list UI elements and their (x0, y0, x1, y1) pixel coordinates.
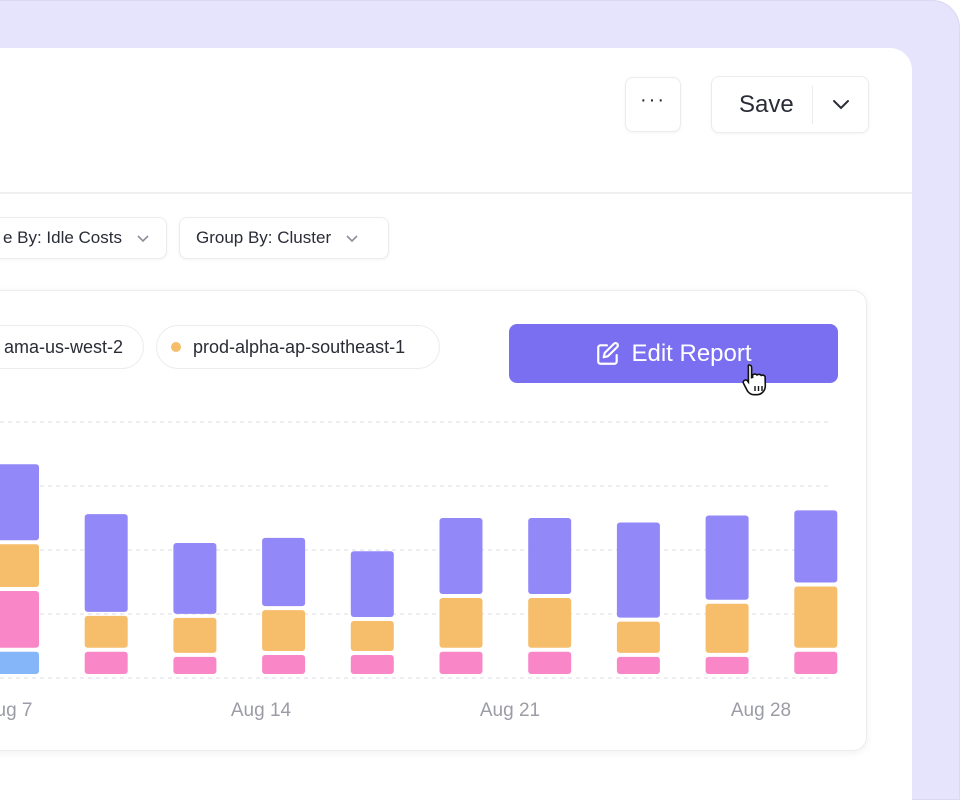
legend-item[interactable]: prod-alpha-ap-southeast-1 (156, 325, 440, 369)
x-tick-label: Aug 28 (730, 700, 792, 721)
bar-segment-pink[interactable] (350, 654, 394, 674)
save-dropdown-button[interactable] (813, 99, 868, 111)
chevron-down-icon (346, 234, 358, 242)
stacked-bar-chart (0, 421, 838, 679)
bar-segment-orange[interactable] (173, 617, 217, 653)
legend-label: prod-alpha-ap-southeast-1 (193, 336, 406, 357)
dropdown-label: Group By: Cluster (196, 228, 332, 247)
x-tick-label: ug 7 (0, 700, 33, 721)
bar-segment-blue[interactable] (0, 651, 39, 674)
edit-report-label: Edit Report (631, 339, 752, 367)
header-divider (0, 192, 912, 194)
chevron-down-icon (832, 99, 849, 109)
bar-segment-purple[interactable] (350, 551, 394, 618)
x-tick-label: Aug 21 (479, 700, 541, 721)
bar-segment-purple[interactable] (616, 522, 660, 618)
bar-segment-purple[interactable] (705, 515, 749, 600)
divider (812, 85, 813, 124)
bar-segment-pink[interactable] (84, 651, 128, 674)
idle-costs-dropdown[interactable]: e By: Idle Costs (0, 217, 167, 259)
bar-segment-orange[interactable] (794, 586, 838, 648)
bar-segment-orange[interactable] (439, 598, 483, 648)
bar-segment-orange[interactable] (84, 615, 128, 648)
chevron-down-icon (137, 234, 149, 242)
dropdown-label: e By: Idle Costs (2, 228, 122, 247)
bar-segment-pink[interactable] (705, 656, 749, 674)
legend-dot (171, 342, 181, 352)
bar-segment-orange[interactable] (528, 598, 572, 648)
bar-segment-orange[interactable] (350, 621, 394, 651)
bar-segment-pink[interactable] (262, 654, 306, 674)
group-by-dropdown[interactable]: Group By: Cluster (179, 217, 389, 259)
bar-segment-purple[interactable] (262, 537, 306, 607)
bar-segment-orange[interactable] (0, 544, 39, 587)
bar-segment-orange[interactable] (705, 603, 749, 653)
bar-segment-purple[interactable] (84, 514, 128, 612)
bar-segment-purple[interactable] (794, 510, 838, 583)
bar-segment-pink[interactable] (0, 590, 39, 648)
edit-icon (597, 341, 620, 365)
bar-segment-pink[interactable] (616, 656, 660, 674)
legend-item[interactable]: ama-us-west-2 (0, 325, 144, 369)
bar-segment-pink[interactable] (528, 651, 572, 674)
bar-segment-orange[interactable] (616, 621, 660, 653)
save-button[interactable]: Save (739, 90, 794, 118)
bar-segment-purple[interactable] (0, 464, 39, 541)
edit-report-button[interactable]: Edit Report (509, 324, 838, 383)
save-split-button: Save (711, 76, 869, 133)
bar-segment-purple[interactable] (528, 518, 572, 594)
bar-segment-purple[interactable] (439, 518, 483, 594)
bar-segment-pink[interactable] (173, 656, 217, 674)
bar-segment-pink[interactable] (794, 651, 838, 674)
bar-segment-pink[interactable] (439, 651, 483, 674)
ellipsis-icon: ··· (640, 89, 666, 111)
x-tick-label: Aug 14 (230, 700, 292, 721)
legend-label: ama-us-west-2 (3, 336, 123, 357)
bar-segment-orange[interactable] (262, 610, 306, 651)
bar-segment-purple[interactable] (173, 542, 217, 614)
hand-cursor-icon (742, 364, 767, 396)
more-options-button[interactable]: ··· (625, 77, 681, 132)
